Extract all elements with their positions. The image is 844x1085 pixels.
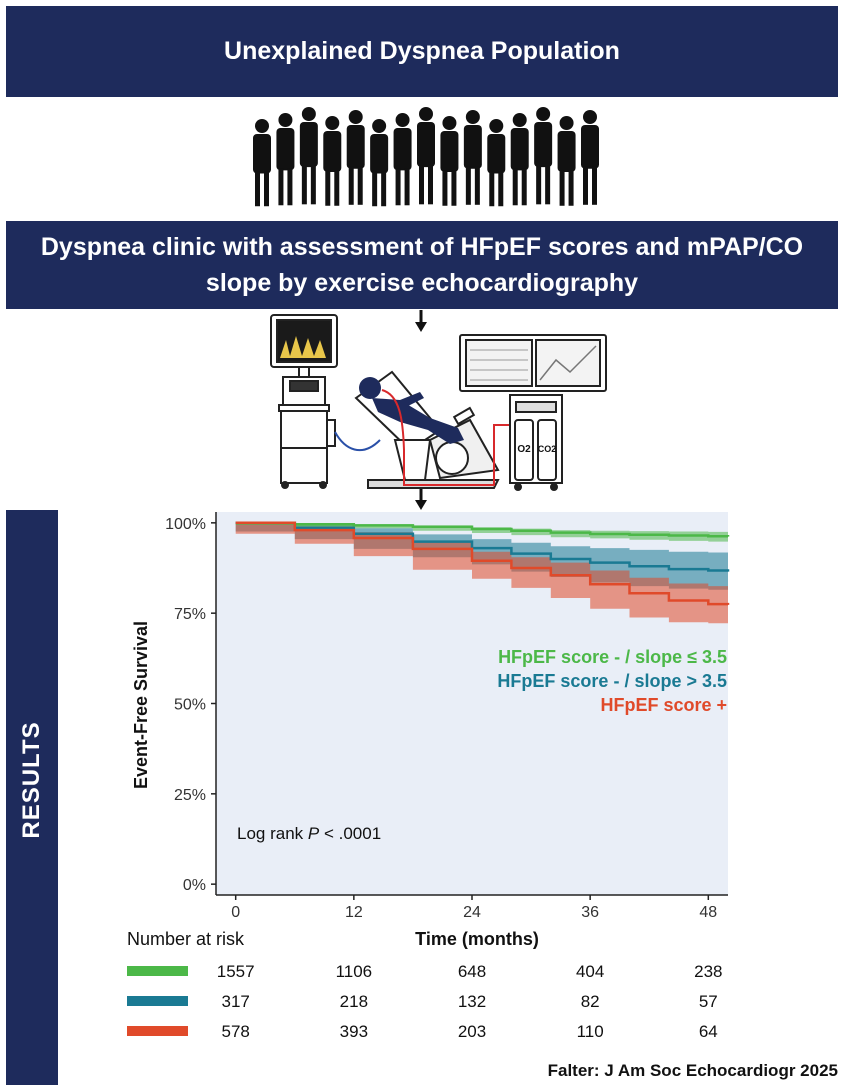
- y-tick-label: 75%: [174, 606, 206, 623]
- legend-entry: HFpEF score - / slope ≤ 3.5: [498, 647, 727, 667]
- log-rank-p: P: [308, 824, 320, 843]
- gas-tube: [381, 389, 512, 486]
- risk-count: 393: [340, 1022, 368, 1041]
- confidence-band: [235, 522, 728, 542]
- person-silhouette: [510, 113, 529, 206]
- echo-machine-icon: [270, 314, 338, 489]
- confidence-band: [235, 522, 728, 624]
- risk-count: 1557: [217, 962, 255, 981]
- log-rank-suffix: < .0001: [319, 824, 381, 843]
- person-silhouette: [253, 119, 271, 207]
- x-tick-label: 0: [231, 904, 240, 921]
- log-rank-annotation: Log rank P < .0001: [237, 824, 381, 843]
- risk-count: 64: [699, 1022, 718, 1041]
- person-silhouette: [276, 113, 295, 206]
- risk-count: 238: [694, 962, 722, 981]
- risk-count: 648: [458, 962, 486, 981]
- people-silhouettes: [253, 107, 599, 207]
- co2-label: CO2: [538, 444, 557, 454]
- person-silhouette: [393, 113, 412, 206]
- population-banner: Unexplained Dyspnea Population: [6, 6, 838, 97]
- risk-count: 218: [340, 992, 368, 1011]
- risk-count: 203: [458, 1022, 486, 1041]
- person-silhouette: [370, 119, 389, 207]
- risk-count: 578: [222, 1022, 250, 1041]
- person-silhouette: [440, 116, 459, 206]
- x-axis-label: Time (months): [415, 929, 539, 949]
- population-title: Unexplained Dyspnea Population: [224, 37, 620, 65]
- risk-count: 132: [458, 992, 486, 1011]
- survival-curve: [235, 521, 730, 538]
- x-tick-label: 12: [345, 904, 363, 921]
- x-tick-label: 24: [463, 904, 481, 921]
- risk-count: 317: [222, 992, 250, 1011]
- risk-table: 1557 1106 648 404 238 317 218 132 82 57 578 393 203 1…: [127, 962, 722, 1041]
- person-silhouette: [581, 110, 599, 205]
- person-silhouette: [534, 107, 553, 205]
- risk-count: 1106: [336, 962, 373, 981]
- y-tick-label: 25%: [174, 787, 206, 804]
- risk-count: 110: [577, 1022, 604, 1041]
- probe-cable: [334, 431, 381, 451]
- risk-count: 404: [576, 962, 604, 981]
- risk-row-swatch: [127, 1026, 188, 1036]
- survival-curves: [235, 521, 730, 606]
- clinic-banner: Dyspnea clinic with assessment of HFpEF …: [6, 221, 838, 309]
- y-axis-label: Event-Free Survival: [131, 621, 151, 789]
- person-silhouette: [323, 116, 342, 206]
- risk-count: 82: [581, 992, 600, 1011]
- risk-row-swatch: [127, 996, 188, 1006]
- legend-entry: HFpEF score - / slope > 3.5: [497, 671, 727, 691]
- y-tick-label: 50%: [174, 697, 206, 714]
- person-silhouette: [346, 110, 365, 205]
- patient-figure: [359, 377, 464, 444]
- person-silhouette: [487, 119, 506, 207]
- risk-count: 57: [699, 992, 718, 1011]
- legend: HFpEF score - / slope ≤ 3.5 HFpEF score -…: [497, 647, 727, 715]
- x-ticks: 0 12 24 36 48: [231, 895, 717, 921]
- y-ticks: 0% 25% 50% 75% 100%: [165, 516, 216, 894]
- person-silhouette: [417, 107, 435, 205]
- log-rank-prefix: Log rank: [237, 824, 308, 843]
- person-silhouette: [299, 107, 318, 205]
- x-tick-label: 36: [581, 904, 599, 921]
- person-silhouette: [463, 110, 482, 205]
- o2-label: O2: [517, 444, 531, 455]
- cpet-cart-icon: [459, 334, 607, 491]
- risk-row-swatch: [127, 966, 188, 976]
- survival-curve: [235, 521, 730, 606]
- citation: Falter: J Am Soc Echocardiogr 2025: [547, 1061, 838, 1080]
- risk-table-header: Number at risk: [127, 929, 245, 949]
- confidence-bands: [235, 522, 728, 624]
- x-tick-label: 48: [699, 904, 717, 921]
- results-sidebar: [6, 510, 58, 1085]
- flow-arrow-1: [415, 310, 427, 332]
- flow-arrow-2: [415, 488, 427, 510]
- y-tick-label: 100%: [165, 516, 206, 533]
- person-silhouette: [557, 116, 576, 206]
- clinic-subtitle: Dyspnea clinic with assessment of HFpEF …: [40, 233, 804, 297]
- legend-entry: HFpEF score +: [600, 695, 727, 715]
- y-tick-label: 0%: [183, 877, 206, 894]
